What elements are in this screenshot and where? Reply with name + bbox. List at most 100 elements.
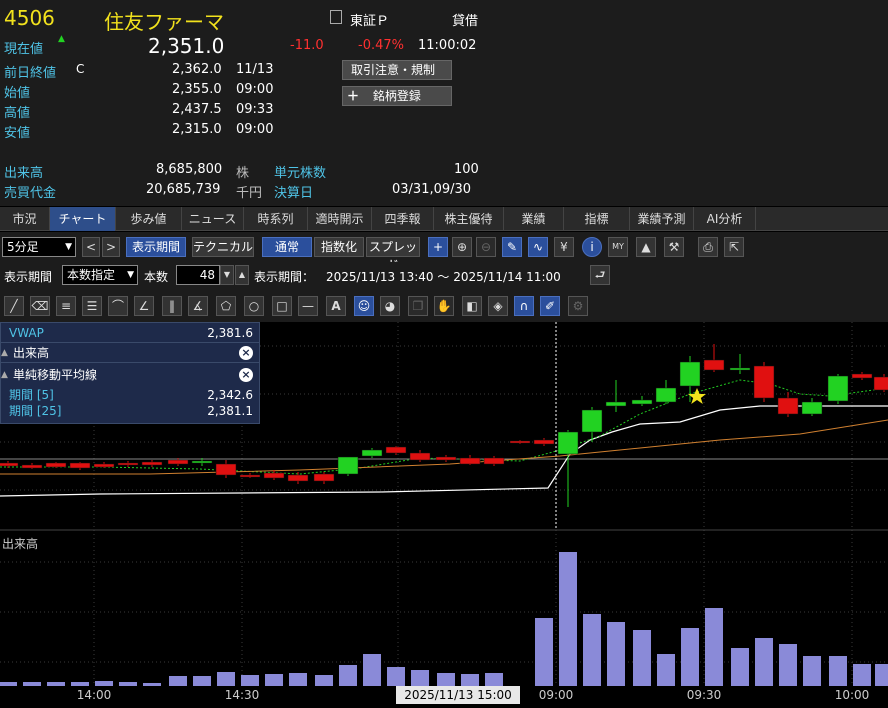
normal-button[interactable]: 通常 [262,237,312,257]
notice-button[interactable]: 取引注意・規制 [342,60,452,80]
stock-code: 4506 [4,6,55,30]
pen-icon[interactable]: ✎ [502,237,522,257]
volume-bar [607,622,625,686]
count-stepper-down-icon[interactable]: ▼ [220,265,234,285]
candle-down [313,473,335,482]
ruler-icon[interactable]: ◧ [462,296,482,316]
candle-up [801,401,823,415]
candle-down [215,463,237,476]
vwap-line [0,405,888,497]
register-button[interactable]: ＋ 銘柄登録 [342,86,452,106]
circle-icon[interactable]: ○ [244,296,264,316]
tab-shikiho[interactable]: 四季報 [372,207,434,231]
volume-bar [705,608,723,686]
my-indicator-icon[interactable]: MY [608,237,628,257]
candle-down [459,457,481,465]
print-icon[interactable]: ⎙ [698,237,718,257]
tab-benefits[interactable]: 株主優待 [434,207,504,231]
candlestick-chart[interactable]: 出来高 14:00 14:30 09:00 09:30 10:00 2025/11/13… [0,322,888,708]
current-value: 2,351.0 [148,34,225,58]
high-value: 2,437.5 [172,102,222,117]
volume-bar [853,664,871,686]
count-stepper-up-icon[interactable]: ▲ [235,265,249,285]
collapse-icon[interactable]: ▲ [1,348,8,358]
volume-bar [289,673,307,686]
tab-ticks[interactable]: 歩み値 [116,207,182,231]
zoom-in-icon[interactable]: ⊕ [452,237,472,257]
arc-icon[interactable]: ⌒ [108,296,128,316]
tab-news[interactable]: ニュース [182,207,244,231]
wrench-icon[interactable]: ⚒ [664,237,684,257]
tab-indicators[interactable]: 指標 [564,207,630,231]
trendline-icon[interactable]: ╱ [4,296,24,316]
tab-chart[interactable]: チャート [50,207,116,231]
fibonacci-icon[interactable]: ☰ [82,296,102,316]
volume-bar [339,665,357,686]
high-time: 09:33 [236,102,274,117]
cycle-lines-icon[interactable]: ‖ [162,296,182,316]
volume-label: 出来高 [4,166,44,181]
copy-icon[interactable]: ❐ [408,296,428,316]
parallel-lines-icon[interactable]: ≡ [56,296,76,316]
candle-down [435,456,457,461]
tab-results[interactable]: 業績 [504,207,564,231]
next-button[interactable]: > [102,237,120,257]
candle-down [851,373,873,379]
close-icon[interactable]: × [239,346,253,360]
count-input[interactable]: 48 [176,265,220,285]
tab-disclosure[interactable]: 適時開示 [308,207,372,231]
wave-icon[interactable]: ∿ [528,237,548,257]
tab-forecast[interactable]: 業績予測 [630,207,694,231]
popout-icon[interactable]: ⇱ [724,237,744,257]
area-chart-icon[interactable]: ▲ [636,237,656,257]
tab-market[interactable]: 市況 [0,207,50,231]
spread-button[interactable]: スプレッド [366,237,420,272]
collapse-icon[interactable]: ▲ [1,370,8,380]
volume-value: 8,685,800 [156,162,223,177]
magnet-icon[interactable]: ∩ [514,296,534,316]
zoom-out-icon[interactable]: ⊖ [476,237,496,257]
close-icon[interactable]: × [239,368,253,382]
plus-icon: ＋ [347,89,360,103]
volume-bar [731,648,749,686]
technical-button[interactable]: テクニカル [192,237,254,257]
period-mode-select[interactable]: 本数指定 ▼ [62,265,138,285]
volume-bar [485,673,503,686]
paint-icon[interactable]: ◕ [380,296,400,316]
settings-gear-icon[interactable]: ⚙ [568,296,588,316]
volume-bar [779,644,797,686]
volume-bar [583,614,601,686]
volume-bar [169,676,187,686]
crosshair-icon[interactable]: + [428,237,448,257]
yen-icon[interactable]: ¥ [554,237,574,257]
index-button[interactable]: 指数化 [314,237,364,257]
tag-icon[interactable]: ◈ [488,296,508,316]
turnover-unit: 千円 [236,186,263,201]
eraser-icon[interactable]: ⌫ [30,296,50,316]
pentagon-icon[interactable]: ⬠ [216,296,236,316]
volume-bar [437,673,455,686]
fan-icon[interactable]: ∠ [134,296,154,316]
return-icon[interactable]: ⮐ [590,265,610,285]
tab-ai-analysis[interactable]: AI分析 [694,207,756,231]
period-button[interactable]: 表示期間 [126,237,186,257]
rectangle-icon[interactable]: □ [272,296,292,316]
legend-vwap-label: VWAP [9,326,44,340]
legend-period5-value: 2,342.6 [207,388,253,402]
stamp-icon[interactable]: ☺ [354,296,374,316]
legend-sma-label: 単純移動平均線 [13,368,98,382]
prev-button[interactable]: < [82,237,100,257]
hand-icon[interactable]: ✋ [434,296,454,316]
volume-bar [217,672,235,686]
up-arrow-icon: ▲ [58,34,65,44]
text-icon[interactable]: A [326,296,346,316]
legend-period5-label: 期間 [5] [9,388,54,402]
indicator-legend: VWAP 2,381.6 ▲ 出来高 × ▲ 単純移動平均線 × 期間 [5] … [0,322,260,424]
interval-select[interactable]: 5分足 ▼ [2,237,76,257]
document-icon[interactable] [330,10,342,24]
info-icon[interactable]: i [582,237,602,257]
lock-pen-icon[interactable]: ✐ [540,296,560,316]
tab-timeseries[interactable]: 時系列 [244,207,308,231]
angle-icon[interactable]: ∡ [188,296,208,316]
horizontal-line-icon[interactable]: — [298,296,318,316]
